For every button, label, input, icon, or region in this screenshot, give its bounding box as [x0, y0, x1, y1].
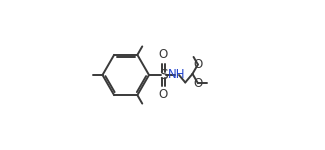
Text: O: O [194, 58, 203, 71]
Text: O: O [159, 48, 168, 62]
Text: O: O [194, 77, 203, 90]
Text: O: O [159, 88, 168, 102]
Text: NH: NH [168, 69, 186, 81]
Text: S: S [159, 68, 168, 82]
